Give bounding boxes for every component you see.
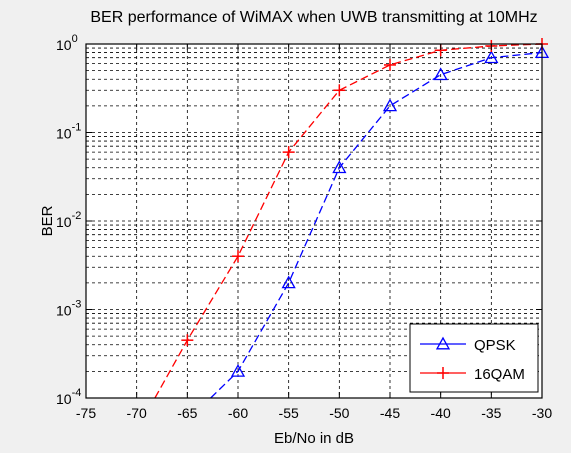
y-tick-label: 10-3 — [56, 299, 81, 319]
data-point-qpsk — [230, 364, 246, 377]
legend-label-16qam: 16QAM — [474, 366, 525, 383]
x-tick-label: -45 — [380, 405, 400, 421]
y-tick-label: 10-2 — [56, 210, 81, 230]
legend-marker-16qam — [437, 367, 449, 379]
y-axis-label: BER — [39, 205, 56, 236]
x-axis-label: Eb/No in dB — [274, 430, 354, 447]
y-tick-label: 10-4 — [56, 387, 81, 407]
legend-marker-qpsk — [435, 336, 451, 350]
x-tick-label: -60 — [228, 405, 248, 421]
x-tick-label: -40 — [431, 405, 451, 421]
data-point-qpsk — [484, 50, 499, 64]
legend-box — [409, 323, 539, 393]
chart-title: BER performance of WiMAX when UWB transm… — [90, 9, 537, 26]
x-tick-label: -55 — [279, 405, 299, 421]
x-tick-label: -75 — [76, 405, 96, 421]
series-line-qpsk — [210, 51, 543, 399]
data-point-qpsk — [281, 275, 296, 289]
data-point-16qam — [282, 146, 295, 159]
x-tick-label: -65 — [177, 405, 197, 421]
data-point-qpsk — [433, 67, 448, 81]
data-point-qpsk — [332, 160, 347, 174]
y-tick-label: 10-1 — [56, 122, 81, 142]
y-tick-label: 100 — [56, 33, 78, 53]
x-tick-label: -50 — [329, 405, 349, 421]
data-point-16qam — [384, 58, 396, 71]
x-tick-label: -30 — [532, 405, 552, 421]
data-point-16qam — [232, 250, 244, 263]
data-point-qpsk — [382, 98, 398, 112]
data-point-16qam — [333, 84, 346, 97]
x-tick-label: -35 — [481, 405, 501, 421]
x-tick-label: -70 — [127, 405, 147, 421]
legend-label-qpsk: QPSK — [474, 337, 516, 354]
data-point-16qam — [181, 334, 194, 347]
